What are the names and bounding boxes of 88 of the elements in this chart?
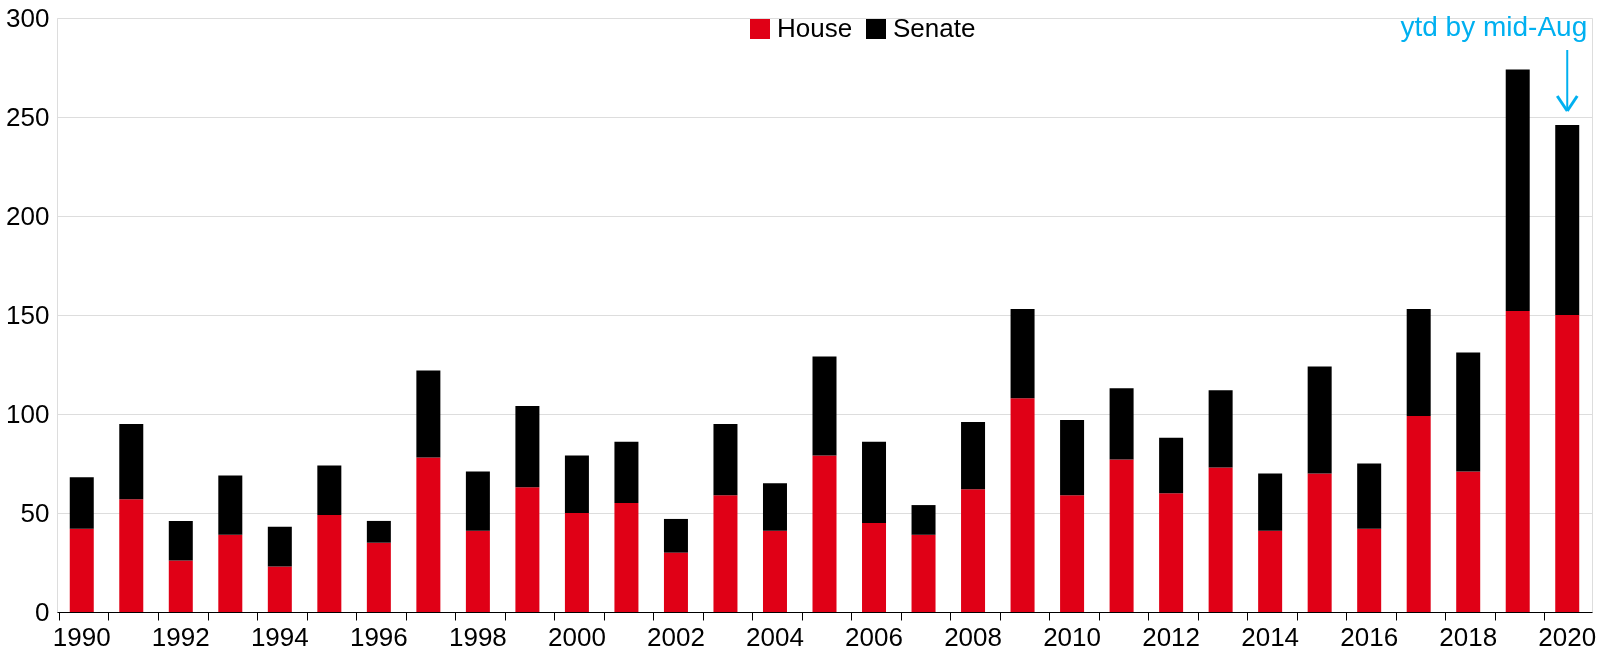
bar bbox=[911, 534, 936, 612]
x-tick-label: 2006 bbox=[845, 621, 903, 652]
bar bbox=[762, 530, 787, 612]
bar bbox=[713, 423, 738, 496]
bar bbox=[1010, 309, 1035, 399]
x-tick-label: 2002 bbox=[647, 621, 705, 652]
bar bbox=[1555, 124, 1580, 315]
y-tick-label: 250 bbox=[6, 101, 50, 132]
bar bbox=[317, 465, 342, 515]
bar bbox=[862, 522, 887, 612]
bar bbox=[961, 421, 986, 490]
bar bbox=[119, 499, 144, 612]
bar bbox=[762, 483, 787, 531]
bar bbox=[1505, 311, 1530, 612]
bar bbox=[366, 520, 391, 543]
bar bbox=[317, 514, 342, 612]
bar bbox=[465, 471, 490, 531]
x-tick-label: 2020 bbox=[1538, 621, 1597, 652]
bar bbox=[1307, 473, 1332, 612]
bar bbox=[69, 477, 94, 529]
bar bbox=[1307, 366, 1332, 474]
x-tick-label: 2010 bbox=[1043, 621, 1101, 652]
bar bbox=[1208, 467, 1233, 612]
bar bbox=[1258, 473, 1283, 531]
x-tick-label: 2004 bbox=[746, 621, 804, 652]
annotation: ytd by mid-Aug bbox=[1400, 11, 1588, 42]
bar bbox=[267, 566, 292, 612]
bar bbox=[1010, 398, 1035, 612]
bar bbox=[1456, 352, 1481, 472]
bar bbox=[366, 542, 391, 612]
bar bbox=[416, 457, 441, 612]
x-tick-label: 2014 bbox=[1241, 621, 1300, 652]
bar bbox=[119, 423, 144, 500]
bar bbox=[564, 513, 589, 612]
bar bbox=[1505, 69, 1530, 312]
bar bbox=[1060, 419, 1085, 496]
bar bbox=[663, 518, 688, 553]
bar bbox=[812, 356, 837, 456]
bar bbox=[168, 520, 193, 561]
bar bbox=[911, 505, 936, 535]
bar bbox=[663, 552, 688, 612]
x-tick-label: 2018 bbox=[1439, 621, 1498, 652]
x-tick-label: 2000 bbox=[548, 621, 606, 652]
bar bbox=[69, 528, 94, 612]
bar bbox=[515, 487, 540, 612]
legend-label: House bbox=[777, 13, 853, 43]
x-tick-label: 1990 bbox=[52, 621, 111, 652]
x-tick-label: 2016 bbox=[1340, 621, 1399, 652]
bar bbox=[713, 495, 738, 612]
legend-label: Senate bbox=[893, 13, 976, 43]
y-tick-label: 100 bbox=[6, 398, 50, 429]
bar bbox=[1555, 315, 1580, 612]
bar bbox=[1109, 459, 1134, 612]
x-tick-label: 1994 bbox=[250, 621, 309, 652]
y-tick-label: 200 bbox=[6, 200, 50, 231]
bar bbox=[1159, 437, 1184, 494]
bar bbox=[1208, 390, 1233, 468]
bar bbox=[564, 455, 589, 513]
bar bbox=[168, 560, 193, 612]
bar bbox=[614, 441, 639, 504]
bar bbox=[1159, 493, 1184, 612]
bar bbox=[1456, 471, 1481, 612]
bar bbox=[515, 406, 540, 488]
bar bbox=[862, 441, 887, 523]
bar bbox=[465, 530, 490, 612]
bar bbox=[1109, 388, 1134, 460]
x-tick-label: 1996 bbox=[349, 621, 408, 652]
bar bbox=[218, 534, 243, 612]
x-tick-label: 2012 bbox=[1142, 621, 1201, 652]
bar bbox=[416, 370, 441, 458]
bar bbox=[812, 455, 837, 612]
bar bbox=[1357, 528, 1382, 612]
bar bbox=[267, 526, 292, 567]
y-tick-label: 50 bbox=[20, 497, 50, 528]
y-tick-label: 300 bbox=[6, 2, 50, 33]
bar bbox=[1357, 463, 1382, 529]
x-tick-label: 1998 bbox=[448, 621, 507, 652]
y-tick-label: 150 bbox=[6, 299, 50, 330]
x-tick-label: 2008 bbox=[944, 621, 1002, 652]
bar bbox=[218, 475, 243, 535]
bar bbox=[961, 489, 986, 612]
bar bbox=[1406, 415, 1431, 612]
x-tick-label: 1992 bbox=[151, 621, 210, 652]
bar bbox=[1406, 309, 1431, 416]
bar bbox=[1258, 530, 1283, 612]
bar bbox=[1060, 495, 1085, 612]
y-tick-label: 0 bbox=[35, 596, 50, 627]
bar bbox=[614, 503, 639, 612]
